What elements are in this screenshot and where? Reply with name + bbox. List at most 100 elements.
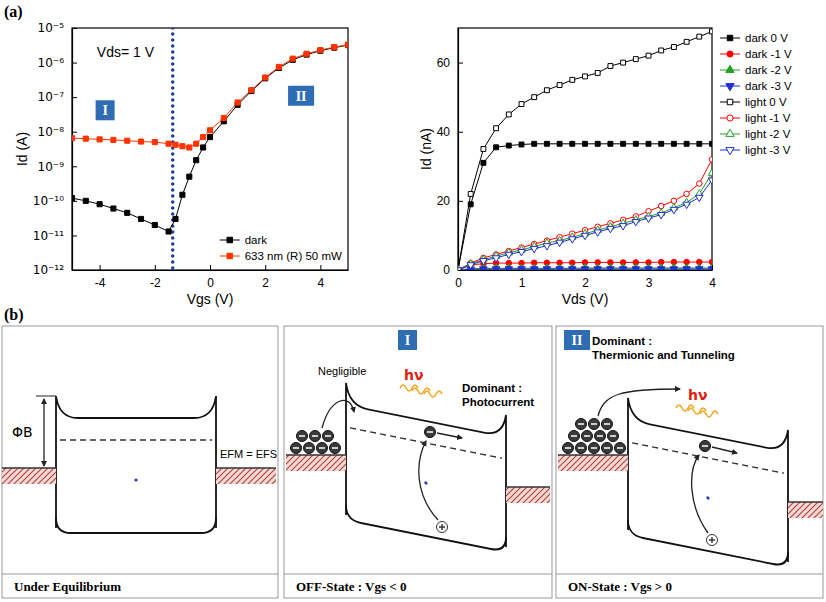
legend-marker [726,148,734,155]
tick: 10⁻¹² [33,263,77,277]
band-diagram: Under EquilibriumOFF-State : Vgs < 0ON-S… [2,326,823,598]
data-point [72,136,75,141]
data-point [581,267,588,270]
data-point [710,141,712,146]
axis-line [72,29,73,271]
tick-mark [458,132,463,133]
x-axis: -4-2024 [73,265,349,290]
data-point [570,141,575,146]
x-axis: 0 1 2 3 4 [455,265,716,290]
tick-label: 0 [207,276,214,290]
tick: 1 [519,265,526,290]
data-point [594,267,601,270]
legend-item: light -2 V [720,128,791,140]
series-line [458,159,712,270]
data-point [72,196,75,201]
data-point [201,145,206,150]
tick: 2 [582,265,589,290]
arrow [419,441,438,520]
tick-label: 4 [709,276,716,290]
tick-mark [458,270,463,271]
electron [330,443,341,454]
legend-item: dark [220,234,268,246]
tick-mark [72,270,77,271]
tick-mark [210,265,211,270]
tick-mark [72,235,77,236]
data-point [696,195,703,201]
data-point [570,77,575,82]
data-point [646,53,651,58]
tick-label: 20 [437,194,451,208]
data-point [607,267,614,270]
hole [437,522,448,533]
tick-mark [72,63,77,64]
energy-band [346,383,506,552]
tick: 40 [437,125,463,139]
annotation: Dominant :Thermionic and Tunneling [592,335,735,361]
data-point [683,202,690,208]
panel-frame [2,326,278,598]
data-point [708,267,712,270]
legend-item: light -3 V [720,144,791,156]
series-line [458,180,712,270]
electron [608,431,619,442]
data-point [619,224,626,230]
data-point [166,141,171,146]
tick-label: 3 [646,276,653,290]
data-point [595,141,600,146]
electron [602,443,613,454]
legend-label: 633 nm (R) 50 mW [245,250,342,262]
data-point [595,70,600,75]
data-point [530,267,537,270]
region-label: I [398,330,417,350]
electron [563,443,574,454]
data-point [684,141,689,146]
y-axis: 0204060 [437,29,463,278]
tick-label: 10⁻¹¹ [33,229,64,243]
data-point [97,137,102,142]
data-point [594,230,601,236]
data-point [671,141,676,146]
data-point [304,51,309,56]
data-point [207,135,212,140]
series-line [458,144,712,270]
panel-label: (b) [4,306,24,324]
data-point [708,178,712,184]
data-point [111,137,116,142]
data-point [518,267,525,270]
data-point [249,89,254,94]
metal [286,455,346,471]
data-point [557,141,562,146]
data-point [494,145,499,150]
legend-item: dark -1 V [720,48,792,60]
data-point [194,141,199,146]
region-label: I [96,100,115,120]
panel-frame [556,326,823,598]
metal [2,468,56,484]
axis-line [458,29,459,271]
region-label-text: II [296,89,307,104]
legend-label: light 0 V [745,96,787,108]
axis-title: Vgs (V) [187,291,234,307]
data-point [632,219,639,225]
hole [707,535,718,546]
legend-item: dark -3 V [720,80,792,92]
legend-label: dark -3 V [745,80,792,92]
legend-label: dark [245,234,268,246]
data-point [659,141,664,146]
tick-label: 0 [455,276,462,290]
metal [506,487,550,503]
energy-band [628,398,788,567]
electron [615,443,626,454]
electron [425,427,436,438]
tick-label: 10⁻⁷ [38,90,65,104]
data-point [670,267,677,270]
legend-label: dark -2 V [745,64,792,76]
legend-marker [726,84,734,91]
panel-caption: ON-State : Vgs > 0 [568,579,672,594]
panel-caption: OFF-State : Vgs < 0 [296,579,406,594]
data-point [646,141,651,146]
tick: 10⁻¹⁰ [33,194,77,208]
data-point [111,206,116,211]
tick-mark [100,265,101,270]
